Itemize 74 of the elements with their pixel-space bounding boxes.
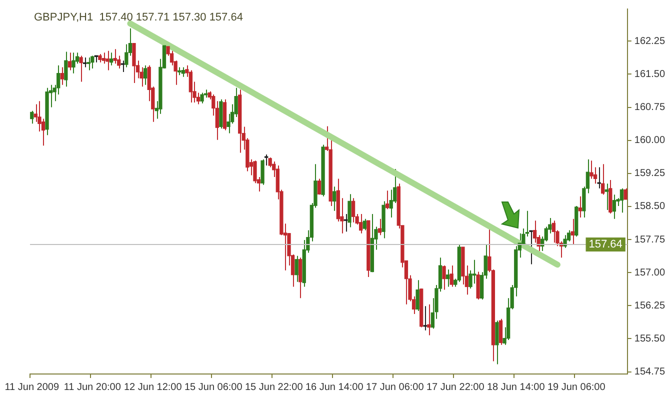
candlestick — [450, 265, 454, 288]
candlestick — [385, 190, 390, 210]
candlestick — [102, 52, 106, 64]
x-tick-label: 11 Jun 20:00 — [64, 382, 122, 393]
candlestick — [188, 70, 193, 103]
candlestick — [86, 56, 90, 71]
x-tick-label: 17 Jun 22:00 — [426, 382, 485, 393]
candlestick — [317, 178, 322, 196]
candlestick — [64, 51, 68, 88]
candlestick — [442, 265, 446, 290]
x-tick-label: 18 Jun 14:00 — [486, 382, 546, 393]
candlestick — [143, 64, 148, 86]
x-tick-label: 19 Jun 06:00 — [547, 382, 606, 393]
y-tick-label: 161.50 — [634, 68, 666, 80]
candlestick — [200, 92, 204, 104]
x-tick-label: 12 Jun 12:00 — [124, 382, 182, 393]
candlestick — [294, 255, 298, 282]
chart-title: GBPJPY,H1 157.40 157.71 157.30 157.64 — [34, 12, 243, 24]
x-tick-label: 15 Jun 06:00 — [184, 382, 243, 393]
candlestick — [563, 234, 567, 248]
y-tick-label: 158.50 — [634, 201, 666, 212]
candlestick — [113, 48, 117, 64]
y-tick-label: 160.75 — [634, 102, 666, 114]
candlestick — [624, 188, 628, 200]
candlestick — [72, 52, 76, 74]
candlestick — [253, 160, 257, 184]
candlestick — [532, 220, 537, 244]
candlestick — [416, 280, 420, 312]
y-tick-label: 160.00 — [634, 135, 666, 146]
candlestick — [264, 154, 268, 166]
candlestick — [378, 218, 382, 236]
candlestick — [124, 44, 128, 68]
y-tick-label: 156.25 — [634, 300, 666, 312]
candlestick — [446, 269, 450, 288]
candlestick — [30, 110, 34, 124]
x-tick-label: 15 Jun 22:00 — [244, 382, 304, 393]
x-tick-label: 16 Jun 14:00 — [305, 382, 364, 393]
candlestick — [60, 66, 64, 86]
y-tick-label: 154.75 — [634, 366, 666, 378]
candlestick — [79, 55, 83, 82]
candlestick — [268, 157, 272, 168]
candlestick — [529, 230, 533, 265]
candlestick — [570, 218, 574, 246]
candlestick — [298, 257, 302, 299]
candlestick — [389, 189, 393, 218]
candlestick — [472, 259, 476, 284]
candlestick — [604, 183, 608, 211]
x-tick-label: 17 Jun 06:00 — [366, 382, 424, 393]
candlestick — [612, 194, 616, 220]
candlestick — [552, 220, 556, 244]
candlestick — [351, 198, 356, 223]
candlestick — [498, 318, 503, 346]
y-tick-label: 157.00 — [634, 267, 666, 278]
x-tick-label: 11 Jun 2009 — [4, 382, 60, 393]
y-tick-label: 162.25 — [634, 36, 666, 47]
candlestick — [359, 213, 363, 234]
candlestick — [495, 320, 499, 365]
candlestick — [348, 194, 352, 228]
candlestick — [109, 52, 114, 66]
candlestick — [601, 164, 605, 196]
candlestick — [132, 42, 136, 84]
candlestick — [120, 60, 124, 73]
candlestick — [332, 186, 336, 212]
candlestick — [68, 52, 72, 71]
candlestick — [620, 188, 624, 214]
candlestick — [590, 160, 594, 180]
candlestick — [597, 166, 601, 189]
candlestick — [106, 50, 110, 71]
y-tick-label: 159.25 — [634, 168, 666, 180]
y-tick-label: 157.75 — [634, 234, 666, 246]
candlestick — [260, 158, 264, 186]
y-tick-label: 155.50 — [634, 333, 666, 344]
ref-line-label: 157.64 — [588, 238, 622, 251]
candlestick — [362, 218, 366, 231]
